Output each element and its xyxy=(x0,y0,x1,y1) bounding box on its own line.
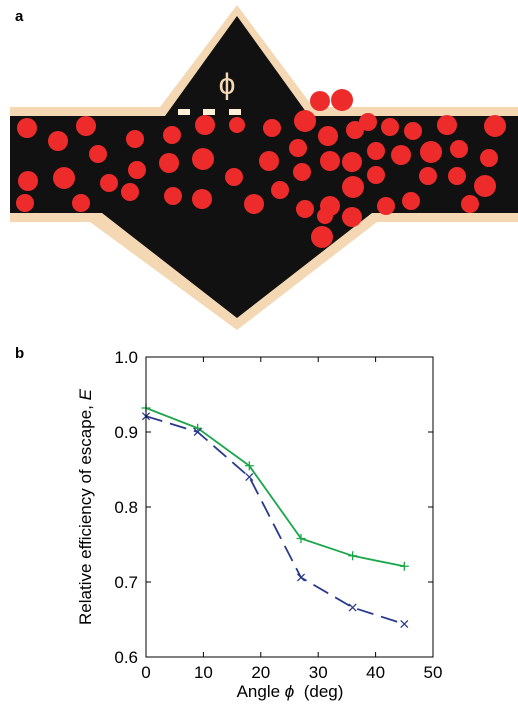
particle xyxy=(342,176,364,198)
particle xyxy=(17,118,37,138)
particle xyxy=(76,116,96,136)
axis-ticks: 0 10 20 30 40 50 0.6 0.7 0.8 0.9 1.0 xyxy=(114,348,442,682)
particle xyxy=(259,151,279,171)
series-1-marker xyxy=(348,551,358,561)
particle xyxy=(195,115,215,135)
series-2-marker xyxy=(193,427,202,437)
particle xyxy=(461,195,479,213)
particle xyxy=(192,189,212,209)
particle xyxy=(310,91,330,111)
series-2-marker xyxy=(400,619,409,629)
x-axis-label: Angle ϕ (deg) xyxy=(237,682,344,701)
series-line-2 xyxy=(145,415,405,625)
particle xyxy=(53,167,75,189)
series-1-marker xyxy=(399,561,409,571)
escape-efficiency-chart: 0 10 20 30 40 50 0.6 0.7 0.8 0.9 1.0 Angle ϕ (deg)… xyxy=(76,348,442,701)
panel-label-b: b xyxy=(15,345,25,362)
x-tick-label: 30 xyxy=(309,663,328,682)
series-2-marker xyxy=(348,603,357,612)
particle xyxy=(48,131,68,151)
particle xyxy=(318,126,338,146)
x-tick-label: 0 xyxy=(141,663,150,682)
particle xyxy=(100,174,118,192)
particle xyxy=(342,152,362,172)
channel-diagram: ϕ xyxy=(10,5,518,330)
particle xyxy=(317,208,333,224)
y-tick-label: 0.6 xyxy=(114,648,138,667)
x-tick-label: 20 xyxy=(251,663,270,682)
series-1-marker xyxy=(296,534,306,543)
particle xyxy=(346,121,364,139)
angle-symbol: ϕ xyxy=(219,68,236,101)
particle xyxy=(381,118,399,136)
particle xyxy=(18,171,38,191)
particle xyxy=(263,119,281,137)
particle xyxy=(480,149,498,167)
particles xyxy=(16,89,506,248)
x-tick-label: 10 xyxy=(194,663,213,682)
particle xyxy=(474,175,496,197)
series-layer xyxy=(141,403,409,629)
particle xyxy=(359,113,377,131)
particle xyxy=(294,110,316,132)
particle xyxy=(377,197,395,215)
particle xyxy=(404,122,422,140)
particle xyxy=(289,139,307,157)
particle xyxy=(331,89,353,111)
particle xyxy=(391,145,411,165)
plot-frame xyxy=(145,356,434,658)
particle xyxy=(16,194,34,212)
particle xyxy=(367,166,385,184)
particle xyxy=(419,167,437,185)
particle xyxy=(121,183,139,201)
particle xyxy=(448,167,466,185)
particle xyxy=(229,117,245,133)
particle xyxy=(484,115,506,137)
particle xyxy=(342,207,362,227)
y-tick-label: 1.0 xyxy=(114,348,138,367)
particle xyxy=(296,200,314,218)
particle xyxy=(225,168,243,186)
particle xyxy=(163,126,181,144)
series-2-marker xyxy=(245,472,254,482)
particle xyxy=(311,226,333,248)
particle xyxy=(293,163,311,181)
particle xyxy=(89,145,107,163)
y-axis-label: Relative efficiency of escape, E xyxy=(76,388,95,625)
x-tick-label: 40 xyxy=(366,663,385,682)
x-tick-label: 50 xyxy=(424,663,443,682)
particle xyxy=(320,151,340,171)
particle xyxy=(402,192,420,210)
particle xyxy=(271,181,289,199)
particle xyxy=(192,148,214,170)
y-tick-label: 0.7 xyxy=(114,573,138,592)
series-line-1 xyxy=(145,407,405,568)
particle xyxy=(437,115,457,135)
particle xyxy=(128,161,146,179)
panel-label-a: a xyxy=(15,8,24,25)
series-1-marker xyxy=(244,461,254,471)
particle xyxy=(244,194,264,214)
particle xyxy=(72,194,90,212)
particle xyxy=(159,153,179,173)
y-tick-label: 0.8 xyxy=(114,498,138,517)
particle xyxy=(420,141,442,163)
particle xyxy=(450,140,468,158)
particle xyxy=(367,142,385,160)
series-2-marker xyxy=(296,573,306,582)
particle xyxy=(164,187,182,205)
y-tick-label: 0.9 xyxy=(114,423,138,442)
particle xyxy=(126,130,144,148)
angle-marker xyxy=(178,109,241,115)
